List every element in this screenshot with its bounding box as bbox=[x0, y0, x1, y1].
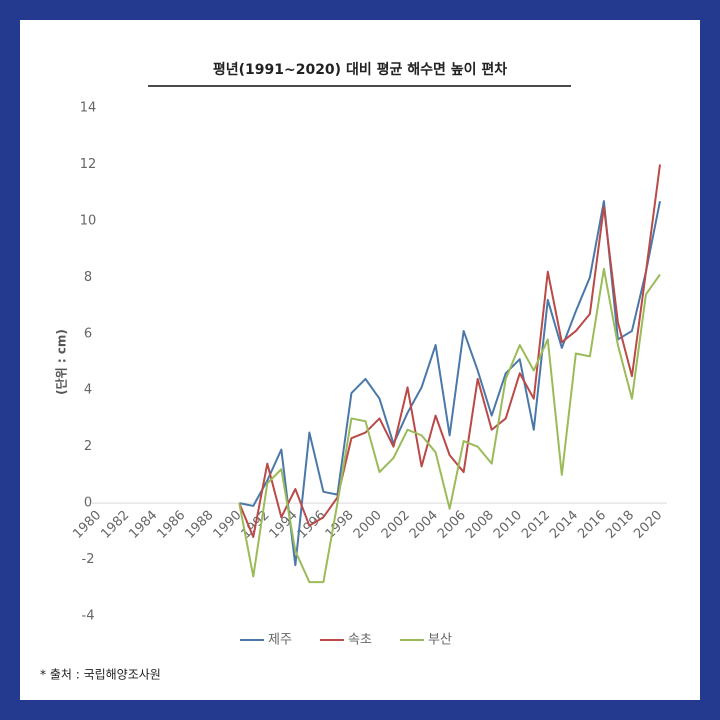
y-tick-label: 14 bbox=[80, 101, 97, 116]
source-note: * 출처 : 국립해양조사원 bbox=[40, 668, 161, 682]
y-tick-label: 4 bbox=[84, 383, 92, 398]
y-tick-label: 2 bbox=[84, 439, 92, 454]
y-tick-label: -4 bbox=[82, 609, 95, 624]
y-tick-label: 10 bbox=[80, 213, 97, 228]
data-line bbox=[239, 200, 661, 567]
legend-label: 속초 bbox=[348, 633, 372, 648]
legend-label: 제주 bbox=[268, 633, 292, 648]
y-tick-label: 0 bbox=[84, 496, 92, 511]
chart-title: 평년(1991~2020) 대비 평균 해수면 높이 편차 bbox=[213, 61, 507, 78]
panel bbox=[20, 20, 700, 700]
y-tick-label: 8 bbox=[84, 270, 92, 285]
y-axis-label: (단위 : cm) bbox=[54, 329, 69, 395]
data-line bbox=[238, 164, 661, 538]
y-tick-label: 6 bbox=[84, 326, 92, 341]
legend-label: 부산 bbox=[428, 633, 452, 648]
y-tick-label: -2 bbox=[82, 552, 95, 567]
data-line bbox=[238, 267, 661, 584]
y-tick-label: 12 bbox=[80, 157, 97, 172]
